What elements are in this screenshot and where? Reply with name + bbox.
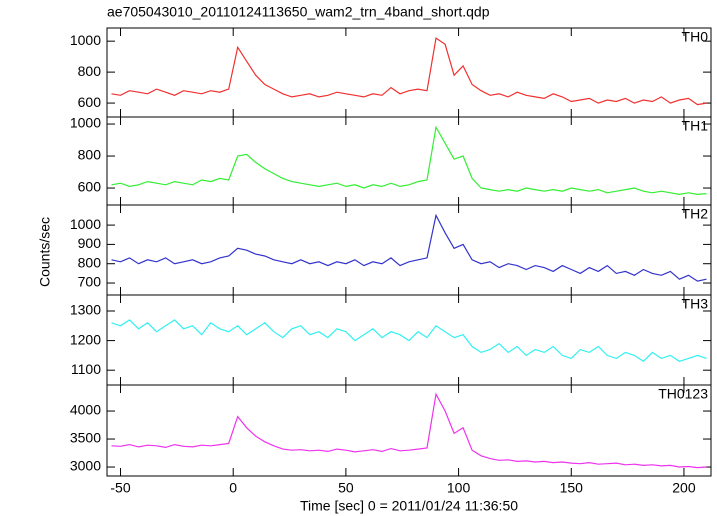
panel-frame bbox=[106, 384, 712, 477]
x-tick-label: 150 bbox=[560, 480, 584, 496]
y-axis-label: Counts/sec bbox=[37, 217, 53, 287]
light-curve bbox=[111, 213, 707, 282]
y-tick-label: 1100 bbox=[71, 361, 101, 377]
y-tick-label: 800 bbox=[78, 254, 102, 270]
light-curve bbox=[111, 319, 707, 363]
panel-frame bbox=[106, 27, 712, 118]
y-tick-label: 800 bbox=[78, 147, 102, 163]
y-tick-label: 700 bbox=[78, 274, 102, 290]
panel-frame bbox=[106, 204, 712, 296]
legend-label: TH0 bbox=[682, 29, 709, 45]
x-tick-label: 0 bbox=[229, 480, 237, 496]
y-tick-label: 600 bbox=[78, 94, 102, 110]
legend-label: TH3 bbox=[682, 296, 709, 312]
y-tick-label: 900 bbox=[78, 235, 102, 251]
y-tick-label: 600 bbox=[78, 179, 102, 195]
x-tick-label: 50 bbox=[338, 480, 354, 496]
y-tick-label: 4000 bbox=[70, 402, 101, 418]
panel-frame bbox=[106, 116, 712, 206]
y-tick-label: 3000 bbox=[70, 458, 101, 474]
x-tick-label: 200 bbox=[672, 480, 696, 496]
y-tick-label: 1200 bbox=[70, 331, 101, 347]
x-axis-label: Time [sec] 0 = 2011/01/24 11:36:50 bbox=[300, 498, 518, 514]
light-curve bbox=[111, 125, 707, 196]
legend-label: TH2 bbox=[682, 206, 709, 222]
y-tick-label: 3500 bbox=[70, 430, 101, 446]
x-tick-label: -50 bbox=[110, 480, 130, 496]
y-tick-label: 1000 bbox=[70, 216, 101, 232]
chart-title: ae705043010_20110124113650_wam2_trn_4ban… bbox=[107, 4, 490, 20]
legend-label: TH1 bbox=[682, 118, 709, 134]
legend-label: TH0123 bbox=[658, 386, 708, 402]
y-tick-label: 1000 bbox=[70, 115, 101, 131]
light-curve bbox=[111, 37, 707, 106]
y-tick-label: 1300 bbox=[70, 302, 101, 318]
y-tick-label: 1000 bbox=[70, 32, 101, 48]
light-curve bbox=[111, 392, 707, 469]
x-tick-label: 100 bbox=[447, 480, 471, 496]
y-tick-label: 800 bbox=[78, 63, 102, 79]
